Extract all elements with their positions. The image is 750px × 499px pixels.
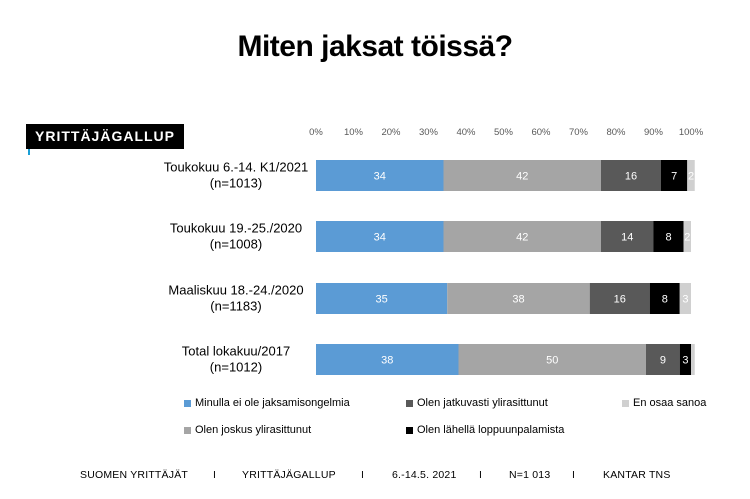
data-label: 2	[688, 171, 694, 183]
category-label: (n=1012)	[210, 360, 262, 375]
legend-label: Minulla ei ole jaksamisongelmia	[195, 397, 350, 409]
data-label: 38	[381, 355, 393, 367]
stacked-bar-chart: 0% 10% 20% 30% 40% 50% 60% 70% 80% 90% 100% Toukok…	[164, 127, 704, 375]
bar-segment	[443, 221, 601, 252]
logo-accent-icon	[28, 149, 30, 155]
bar-segment	[679, 283, 691, 314]
data-label: 50	[546, 355, 558, 367]
category-label: (n=1008)	[210, 237, 262, 252]
legend-item-sometimes-overstressed: Olen joskus ylirasittunut	[184, 424, 311, 436]
yrittajagallup-logo: YRITTÄJÄGALLUP	[26, 124, 184, 149]
legend-label: Olen lähellä loppuunpalamista	[417, 424, 565, 436]
footer-sample-size: N=1 013	[509, 469, 551, 481]
x-tick-label: 20%	[381, 127, 401, 138]
data-label: 34	[374, 171, 386, 183]
x-tick-label: 0%	[309, 127, 323, 138]
data-label: 9	[660, 355, 666, 367]
x-tick-label: 10%	[344, 127, 364, 138]
footer-separator: I	[572, 469, 576, 481]
footer-separator: I	[361, 469, 365, 481]
legend-swatch-icon	[406, 399, 413, 407]
legend-swatch-icon	[622, 399, 629, 407]
bar-segment	[649, 283, 680, 314]
x-tick-label: 70%	[569, 127, 589, 138]
legend-label: Olen jatkuvasti ylirasittunut	[417, 397, 548, 409]
data-label: 16	[614, 294, 626, 306]
bar-segment	[646, 344, 680, 375]
category-label: Toukokuu 6.-14. K1/2021	[164, 160, 309, 175]
footer-separator: I	[213, 469, 217, 481]
data-label: 42	[516, 232, 528, 244]
bar-segment	[601, 160, 661, 191]
data-label: 38	[512, 294, 524, 306]
legend-item-near-burnout: Olen lähellä loppuunpalamista	[406, 424, 564, 436]
x-tick-label: 100%	[679, 127, 704, 138]
footer-provider: KANTAR TNS	[603, 469, 671, 481]
bar-segment	[316, 283, 448, 314]
legend-label: En osaa sanoa	[633, 397, 707, 409]
data-label: 3	[682, 355, 688, 367]
x-tick-label: 80%	[606, 127, 626, 138]
bar-segment	[316, 221, 444, 252]
legend-swatch-icon	[184, 426, 191, 434]
footer-survey: YRITTÄJÄGALLUP	[242, 469, 336, 481]
legend-label: Olen joskus ylirasittunut	[195, 424, 312, 436]
x-tick-label: 40%	[456, 127, 476, 138]
bar-segment	[443, 160, 601, 191]
bar-segment	[653, 221, 684, 252]
data-label: 14	[621, 232, 633, 244]
x-tick-label: 60%	[531, 127, 551, 138]
data-label: 7	[671, 171, 677, 183]
footer-source: SUOMEN YRITTÄJÄT	[80, 469, 189, 481]
legend-item-dont-know: En osaa sanoa	[622, 397, 706, 409]
x-tick-label: 50%	[494, 127, 514, 138]
bar-segment	[589, 283, 650, 314]
footer-dates: 6.-14.5. 2021	[392, 469, 457, 481]
legend-item-no-problems: Minulla ei ole jaksamisongelmia	[184, 397, 350, 409]
category-label: Toukokuu 19.-25./2020	[170, 221, 302, 236]
data-label: 8	[662, 294, 668, 306]
data-label: 3	[682, 294, 688, 306]
x-tick-label: 90%	[644, 127, 664, 138]
page-title: Miten jaksat töissä?	[237, 30, 513, 63]
x-tick-label: 30%	[419, 127, 439, 138]
data-label: 2	[684, 232, 690, 244]
legend-swatch-icon	[184, 399, 191, 407]
category-label: (n=1183)	[210, 299, 261, 314]
category-label: Maaliskuu 18.-24./2020	[168, 283, 303, 298]
bar-segment	[316, 160, 444, 191]
bar-segment	[661, 160, 688, 191]
data-label: 35	[376, 294, 388, 306]
data-label: 34	[374, 232, 386, 244]
category-labels: Toukokuu 6.-14. K1/2021(n=1013) Toukokuu …	[164, 160, 309, 375]
footer-separator: I	[479, 469, 483, 481]
data-label: 8	[665, 232, 671, 244]
data-label: 42	[516, 171, 528, 183]
legend-item-constantly-overstressed: Olen jatkuvasti ylirasittunut	[406, 397, 548, 409]
bar-segment	[687, 160, 695, 191]
bar-segment	[683, 221, 691, 252]
bar-segment	[458, 344, 646, 375]
legend-swatch-icon	[406, 426, 413, 434]
bar-segment	[601, 221, 654, 252]
bar-segment	[691, 344, 695, 375]
data-label: 16	[625, 171, 637, 183]
category-label: Total lokakuu/2017	[182, 344, 290, 359]
category-label: (n=1013)	[210, 176, 262, 191]
x-axis-ticks: 0% 10% 20% 30% 40% 50% 60% 70% 80% 90% 100%	[309, 127, 704, 138]
bar-segment	[679, 344, 691, 375]
bar-segment	[316, 344, 459, 375]
bar-segment	[447, 283, 590, 314]
bars: 34 42 16 7 234 42 14 8 235 38 16 8 338 50 9 3	[316, 160, 695, 375]
